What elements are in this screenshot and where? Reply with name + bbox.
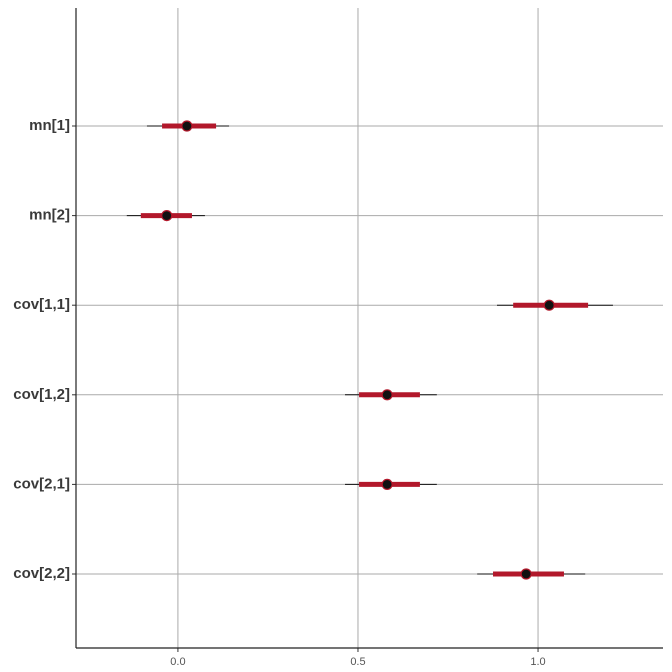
point-estimate: [543, 299, 555, 311]
x-tick-label: 0.0: [170, 656, 185, 668]
point-estimate: [181, 120, 193, 132]
y-tick-label: mn[1]: [29, 117, 70, 134]
point-estimate: [381, 478, 393, 490]
y-tick-label: mn[2]: [29, 207, 70, 224]
y-tick-label: cov[1,1]: [13, 296, 70, 313]
point-estimate: [161, 210, 173, 222]
y-tick-label: cov[2,1]: [13, 475, 70, 492]
point-estimate: [381, 389, 393, 401]
x-tick-label: 0.5: [350, 656, 365, 668]
y-tick-label: cov[1,2]: [13, 386, 70, 403]
y-tick-label: cov[2,2]: [13, 565, 70, 582]
x-tick-label: 1.0: [530, 656, 545, 668]
point-estimate: [520, 568, 532, 580]
